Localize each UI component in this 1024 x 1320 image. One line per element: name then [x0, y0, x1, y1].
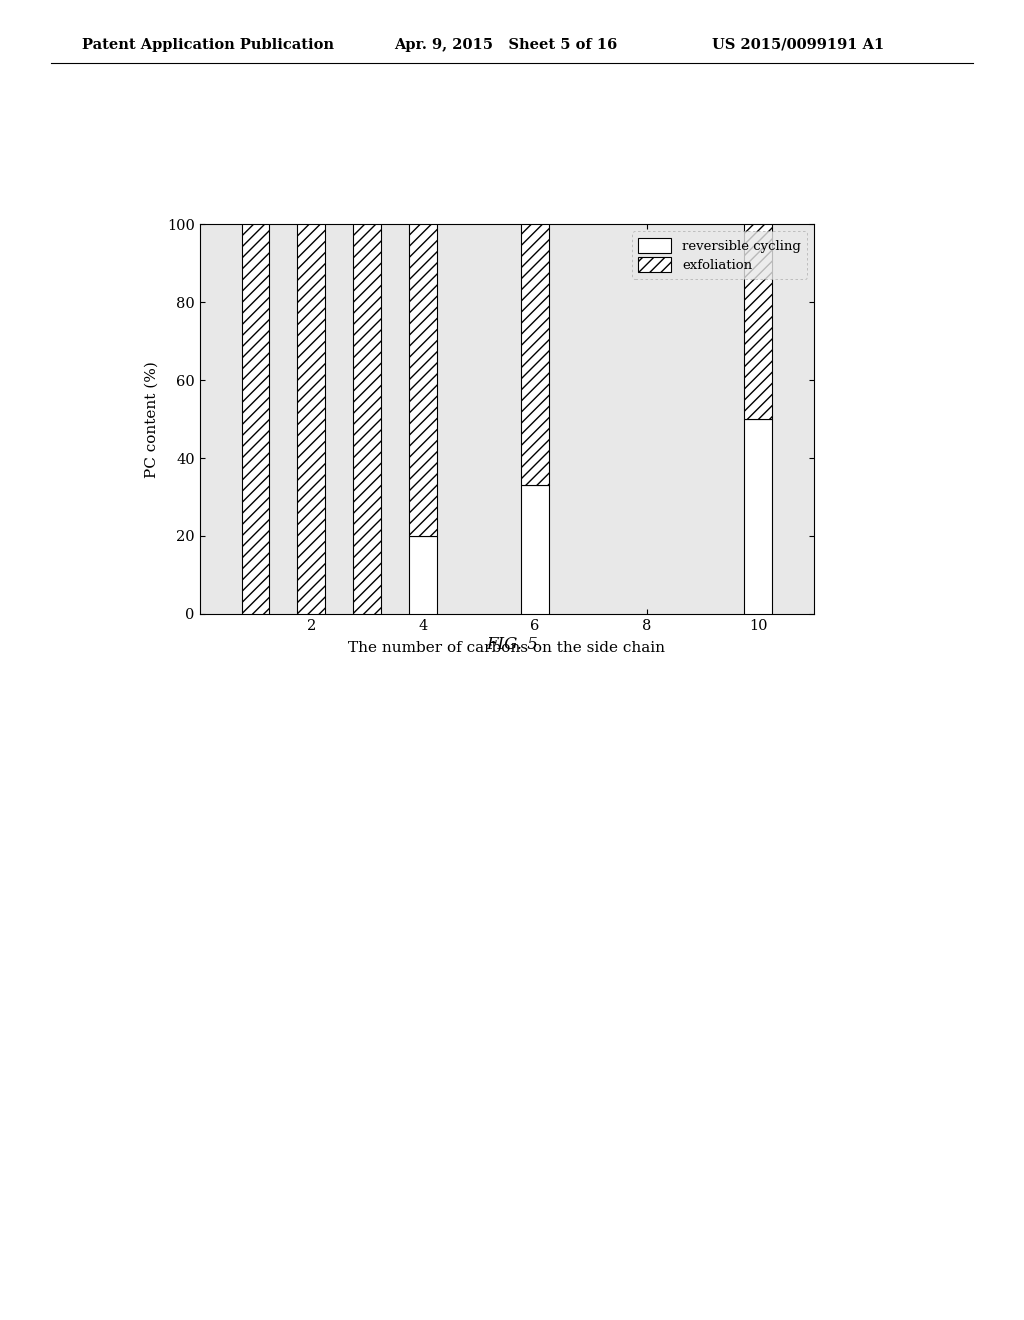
Bar [521, 224, 549, 486]
Bar [410, 224, 437, 536]
Bar [353, 224, 381, 614]
Bar [744, 224, 772, 418]
Text: Apr. 9, 2015   Sheet 5 of 16: Apr. 9, 2015 Sheet 5 of 16 [394, 38, 617, 51]
Bar [410, 536, 437, 614]
Text: Patent Application Publication: Patent Application Publication [82, 38, 334, 51]
Text: US 2015/0099191 A1: US 2015/0099191 A1 [712, 38, 884, 51]
X-axis label: The number of carbons on the side chain: The number of carbons on the side chain [348, 642, 666, 655]
Text: FIG. 5: FIG. 5 [486, 636, 538, 653]
Legend: reversible cycling, exfoliation: reversible cycling, exfoliation [632, 231, 808, 279]
Bar [521, 486, 549, 614]
Bar [297, 224, 326, 614]
Y-axis label: PC content (%): PC content (%) [144, 360, 159, 478]
Bar [242, 224, 269, 614]
Bar [744, 418, 772, 614]
